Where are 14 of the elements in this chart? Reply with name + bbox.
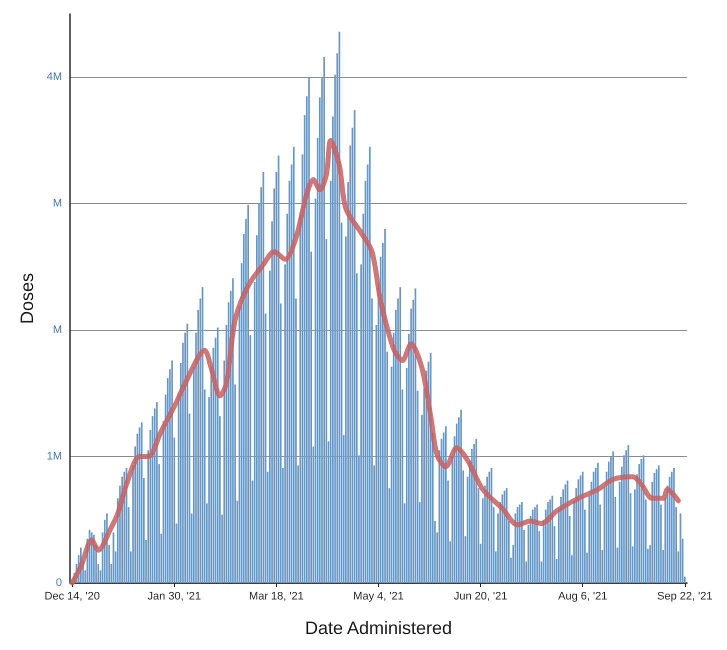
x-tick-label: Mar 18, '21 (249, 590, 304, 602)
x-tick-label: Aug 6, '21 (558, 590, 608, 602)
y-tick-label: 0 (56, 577, 62, 589)
y-axis-title: Doses (16, 272, 37, 324)
y-tick-label: 1M (46, 450, 62, 463)
x-tick-label: Sep 22, '21 (657, 590, 712, 602)
y-tick-label: M (52, 198, 62, 210)
y-tick-label: 4M (46, 71, 62, 84)
x-tick-label: Jun 20, '21 (454, 590, 508, 602)
y-tick-label: M (52, 324, 62, 336)
x-tick-label: May 4, '21 (353, 590, 404, 602)
x-axis-title: Date Administered (304, 618, 452, 638)
x-tick-label: Jan 30, '21 (148, 590, 202, 602)
x-tick-label: Dec 14, '20 (44, 590, 100, 602)
